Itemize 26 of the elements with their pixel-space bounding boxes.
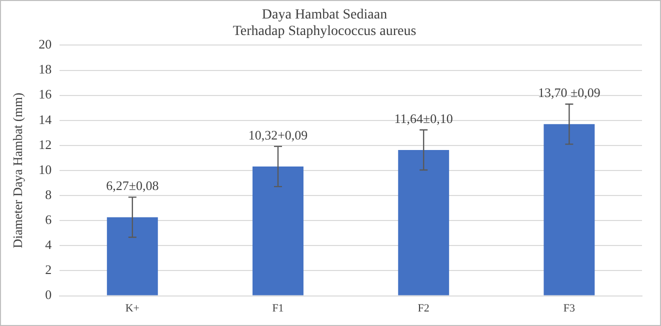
chart-title: Daya Hambat Sediaan [262,8,388,23]
y-tick-label: 10 [38,162,52,177]
x-tick-label: F3 [563,302,576,314]
y-tick-label: 16 [38,86,52,102]
data-label: 13,70 ±0,09 [538,85,600,100]
x-tick-label: F1 [272,302,284,314]
y-tick-label: 18 [38,62,52,77]
bar [252,166,304,296]
x-tick-label: K+ [125,302,140,314]
bar [106,217,158,296]
y-tick-label: 14 [38,112,52,127]
y-tick-label: 6 [45,212,52,228]
bar [398,150,450,296]
data-label: 11,64±0,10 [394,110,453,126]
y-tick-label: 8 [45,186,52,202]
data-label: 6,27±0,08 [106,178,159,194]
y-tick-label: 20 [38,36,52,52]
chart-subtitle: Terhadap Staphylococcus aureus [232,24,416,39]
x-tick-label: F2 [418,302,430,314]
y-tick-label: 2 [45,262,52,278]
y-axis-title: Diameter Daya Hambat (mm) [10,92,26,248]
data-label: 10,32+0,09 [248,127,308,142]
y-tick-label: 4 [45,237,52,252]
y-tick-label: 12 [38,136,52,152]
bar [544,124,595,296]
y-tick-label: 0 [45,287,52,302]
